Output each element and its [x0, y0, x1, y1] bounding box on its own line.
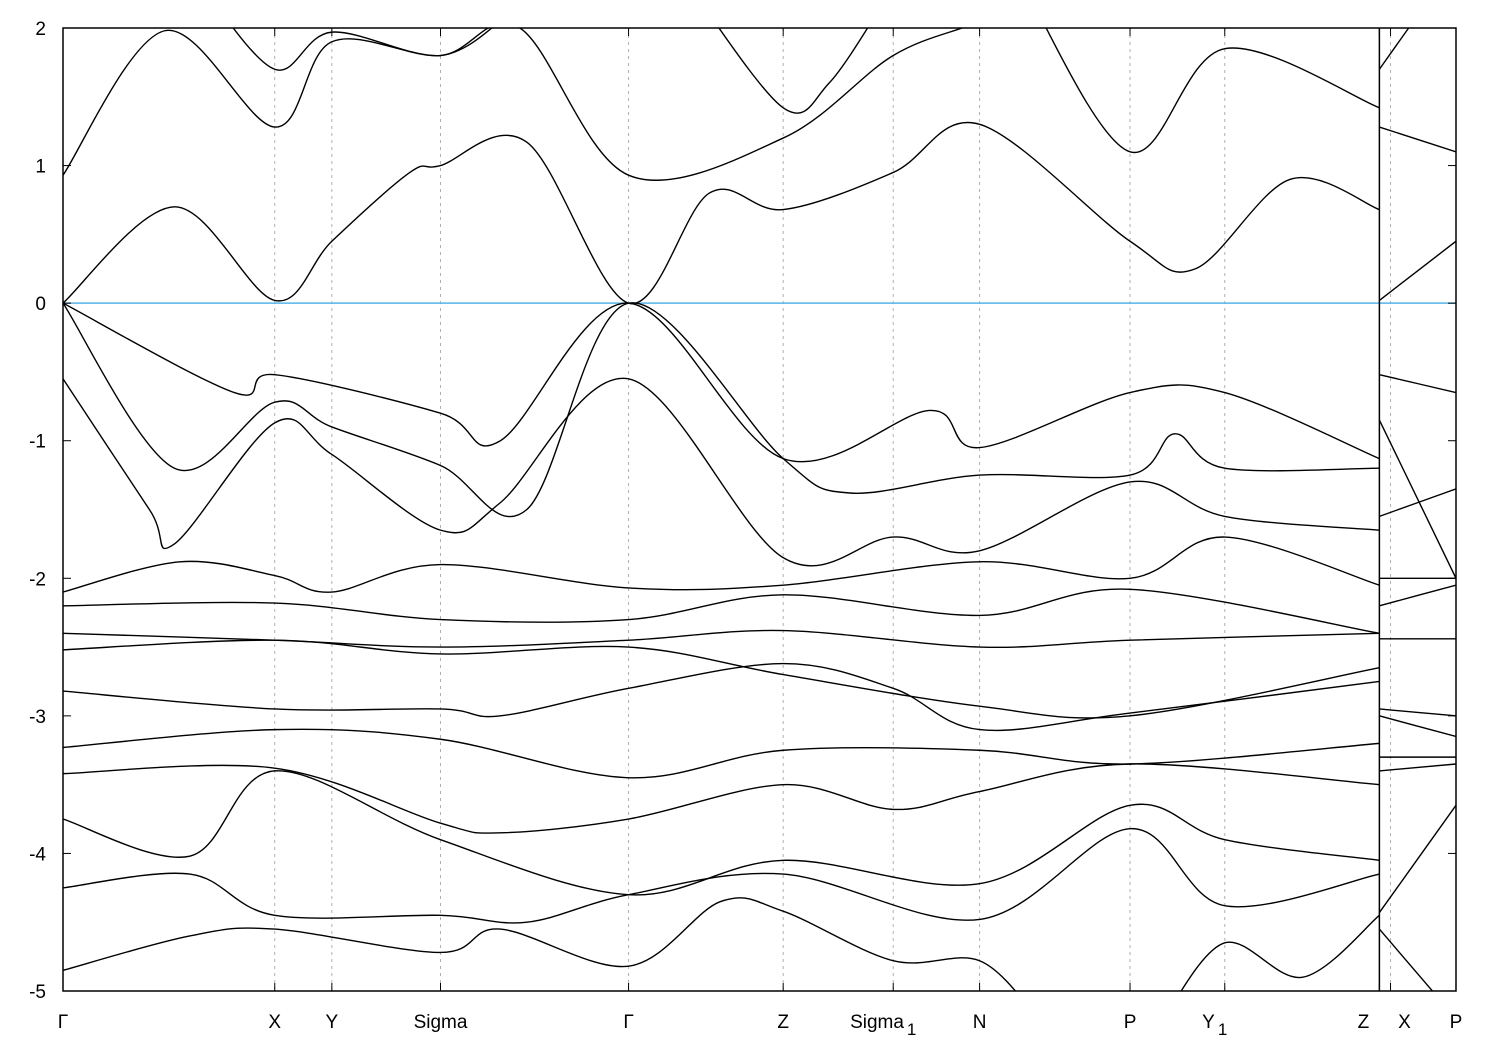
x-tick-label-text: Γ: [58, 1012, 68, 1033]
y-tick-label: -1: [29, 432, 46, 453]
x-tick-label: Γ: [58, 1012, 68, 1033]
band-6-tail: [1378, 419, 1456, 579]
x-tick-label: P: [1450, 1012, 1463, 1033]
band-5-main: [63, 302, 1380, 463]
band-15-main: [63, 770, 1380, 896]
band-1-tail: [1379, 126, 1456, 153]
band-18-main: [1180, 914, 1380, 991]
y-tick-label: 2: [35, 19, 46, 40]
y-axis: 2 1 0 -1 -2 -3 -4 -5: [29, 19, 1456, 1003]
x-tick-label-text: Z: [777, 1012, 789, 1033]
band-12-tail: [1379, 715, 1456, 738]
band-3-tail: [1378, 28, 1410, 70]
band-16-tail: [1378, 804, 1456, 913]
x-tick-label-text: N: [973, 1012, 987, 1033]
band-3-main: [232, 28, 493, 71]
band-14-main: [63, 763, 1380, 834]
band-17-main: [63, 897, 1017, 991]
x-tick-label-text: Z: [1358, 1012, 1370, 1033]
band-13-main: [63, 728, 1380, 779]
band-0-tail: [1378, 240, 1456, 301]
band-0-main: [63, 121, 1380, 304]
band-10-main: [63, 629, 1380, 649]
grid-lines: [274, 28, 1392, 991]
plot-frame: [62, 27, 1457, 992]
x-tick-label: Γ: [623, 1012, 633, 1033]
x-tick-label-text: P: [1450, 1012, 1463, 1033]
x-tick-label: Sigma 1: [850, 1012, 916, 1039]
x-tick-label: X: [1398, 1012, 1411, 1033]
x-tick-label-text: Y: [1202, 1012, 1215, 1033]
band-14-tail: [1379, 763, 1456, 772]
band-6-main: [63, 302, 1380, 518]
x-tick-label-text: X: [1398, 1012, 1411, 1033]
x-tick-label: Sigma: [414, 1012, 468, 1033]
x-tick-label-text: Sigma: [850, 1012, 904, 1033]
x-tick-label: Z: [777, 1012, 789, 1033]
x-tick-label: Z: [1358, 1012, 1370, 1033]
x-tick-label: Y: [326, 1012, 339, 1033]
x-tick-label: N: [973, 1012, 987, 1033]
x-tick-label-text: Γ: [623, 1012, 633, 1033]
x-tick-label: X: [268, 1012, 281, 1033]
y-tick-label: -3: [29, 707, 46, 728]
x-axis: Γ X Y Sigma Γ Z Sigma 1 N P Y 1 Z X P: [58, 28, 1463, 1039]
band-7-tail: [1379, 488, 1456, 518]
band-16-main: [63, 827, 1380, 924]
band-1-main: [63, 28, 965, 181]
x-tick-label-text: P: [1124, 1012, 1137, 1033]
x-tick-label-subscript: 1: [907, 1020, 916, 1039]
band-7-main: [63, 377, 1380, 567]
band-9-main: [63, 588, 1380, 635]
bands-group: [63, 28, 1456, 991]
y-tick-label: -2: [29, 569, 46, 590]
x-tick-label-text: Sigma: [414, 1012, 468, 1033]
y-tick-label: -5: [29, 982, 46, 1003]
band-2-main: [1045, 28, 1380, 154]
y-tick-label: 0: [35, 294, 46, 315]
y-tick-label: -4: [29, 844, 46, 865]
x-tick-label-subscript: 1: [1218, 1020, 1227, 1039]
band-8-tail: [1379, 584, 1456, 607]
x-tick-label-text: X: [268, 1012, 281, 1033]
band-17-tail: [1378, 928, 1434, 991]
x-tick-label: P: [1124, 1012, 1137, 1033]
band-5-tail: [1379, 373, 1456, 394]
y-tick-label: 1: [35, 157, 46, 178]
band-4-main: [718, 28, 869, 114]
x-tick-label-text: Y: [326, 1012, 339, 1033]
band-8-main: [63, 536, 1380, 593]
band-11-main: [63, 639, 1380, 719]
band-12-main: [63, 662, 1380, 732]
